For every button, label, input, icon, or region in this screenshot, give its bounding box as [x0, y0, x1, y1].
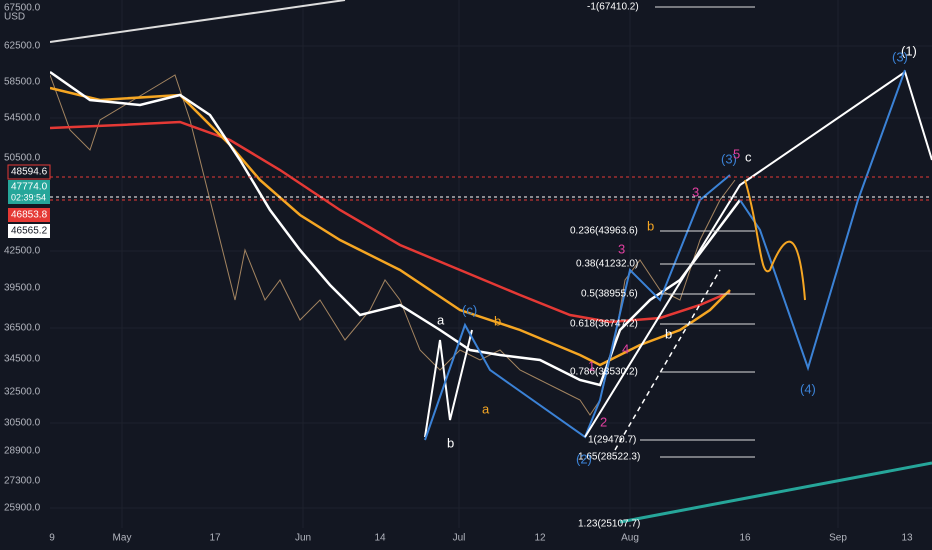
fib-label: -1(67410.2) [587, 2, 639, 13]
price-label: 27300.0 [4, 476, 41, 487]
currency: USD [4, 12, 25, 23]
time-axis: 9 May 17 Jun 14 Jul 12 Aug 16 Sep 13 [0, 528, 932, 550]
price-tag: 48594.6 [11, 167, 48, 178]
fib-label: 0.38(41232.0) [576, 259, 638, 270]
wave-label: 1 [588, 358, 595, 373]
fib-labels: -1(67410.2) 0.236(43963.6) 0.38(41232.0)… [570, 2, 640, 530]
wave-label: (1) [901, 43, 917, 58]
fib-label: 1.23(25107.7) [578, 519, 640, 530]
drawings [49, 0, 932, 524]
wave-label: b [647, 218, 654, 233]
wave-label: (2) [576, 451, 592, 466]
wave-label: a [437, 312, 445, 327]
time-label: Jul [453, 533, 466, 544]
wave-label: 5 [733, 146, 740, 161]
fib-label: 0.5(38955.6) [581, 289, 638, 300]
price-label: 32500.0 [4, 387, 41, 398]
price-label: 67500.0 [4, 3, 41, 14]
wave-label: a [482, 401, 490, 416]
time-label: 13 [901, 533, 913, 544]
time-label: 17 [209, 533, 221, 544]
wave-label: 3 [692, 184, 699, 199]
time-label: Sep [829, 533, 847, 544]
time-label: Aug [621, 533, 639, 544]
time-label: 12 [534, 533, 546, 544]
wave-label: 3 [618, 241, 625, 256]
time-label: May [113, 533, 132, 544]
wave-label: b [494, 313, 501, 328]
price-label: 30500.0 [4, 418, 41, 429]
price-tag: 46853.8 [11, 210, 48, 221]
wave-label: b [665, 326, 672, 341]
wave-label: 2 [600, 414, 607, 429]
price-tag: 47774.0 [11, 182, 48, 193]
time-label: 9 [49, 533, 55, 544]
price-label: 39500.0 [4, 283, 41, 294]
fib-label: 1.65(28522.3) [578, 452, 640, 463]
price-label: 42500.0 [4, 246, 41, 257]
wave-label: (3) [721, 151, 737, 166]
countdown: 02:39:54 [11, 192, 46, 202]
time-label: Jun [295, 533, 311, 544]
price-label: 62500.0 [4, 41, 41, 52]
wave-label: (4) [800, 381, 816, 396]
price-label: 36500.0 [4, 323, 41, 334]
price-label: 58500.0 [4, 77, 41, 88]
time-label: 16 [739, 533, 751, 544]
wave-labels: a b (c) b a (2) 1 2 3 4 b b 3 (3) 5 c (1… [437, 43, 917, 466]
price-label: 28900.0 [4, 446, 41, 457]
wave-label: c [745, 149, 752, 164]
wave-label: (3) [892, 49, 908, 64]
price-tag: 46565.2 [11, 226, 48, 237]
price-label: 25900.0 [4, 503, 41, 514]
fib-label: 0.236(43963.6) [570, 226, 638, 237]
price-label: 54500.0 [4, 113, 41, 124]
price-axis: USD 67500.0 62500.0 58500.0 54500.0 5050… [0, 0, 51, 528]
grid [50, 0, 932, 528]
wave-label: 4 [622, 341, 629, 356]
fib-lines [640, 6, 755, 458]
wave-label: (c) [462, 302, 477, 317]
fib-label: 0.618(36747.2) [570, 319, 638, 330]
wave-label: b [447, 435, 454, 450]
price-label: 50500.0 [4, 153, 41, 164]
price-label: 34500.0 [4, 354, 41, 365]
fib-label: 0.786(33530.2) [570, 367, 638, 378]
time-label: 14 [374, 533, 386, 544]
fib-label: 1(29470.7) [588, 435, 636, 446]
